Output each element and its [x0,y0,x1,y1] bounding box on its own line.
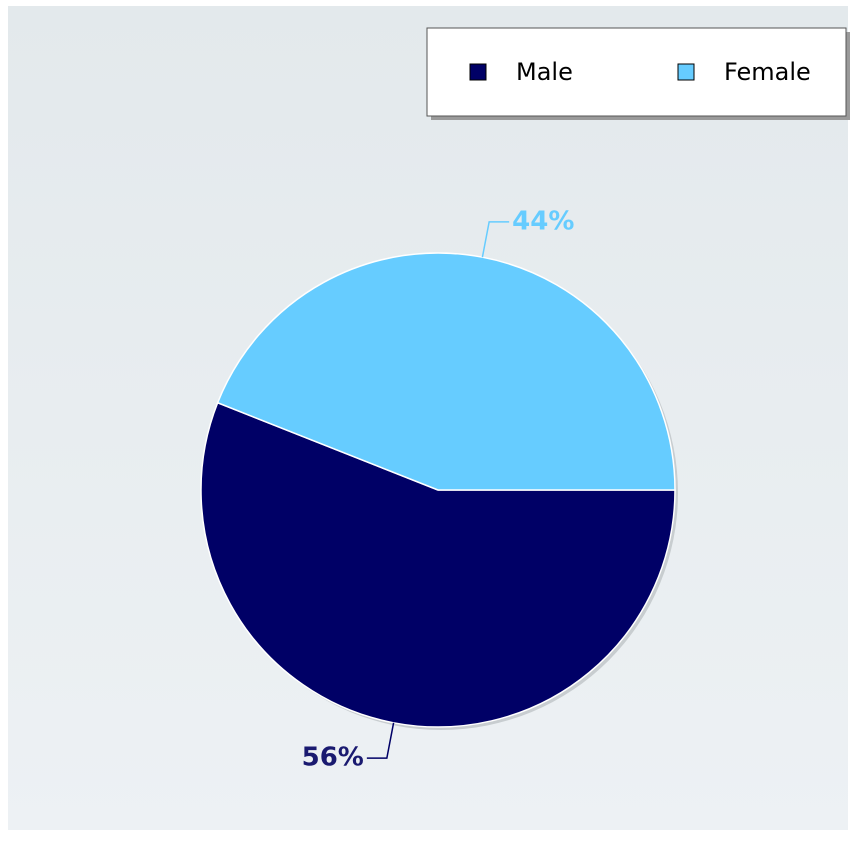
pie-slice [200,401,676,728]
legend-swatch [469,63,487,81]
leader-line [481,221,510,258]
legend-label: Female [724,58,811,86]
legend-swatch [677,63,695,81]
leader-line [366,722,395,759]
data-label: 44% [512,206,574,236]
data-label: 56% [302,743,364,773]
legend-label: Male [516,58,573,86]
legend: Male Female [426,27,850,120]
legend-box [426,27,847,117]
